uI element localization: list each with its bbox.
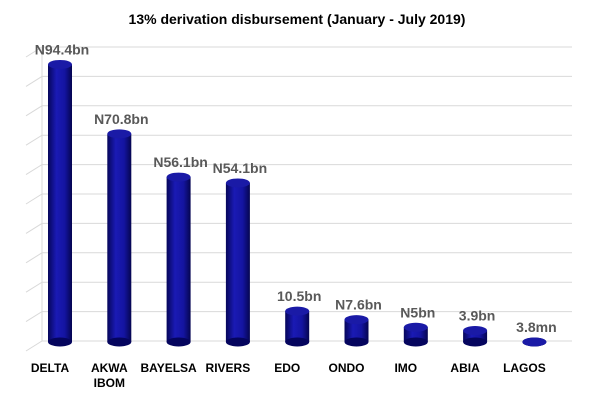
bars <box>48 59 547 347</box>
bar-lagos <box>522 337 547 347</box>
data-label: 3.9bn <box>459 308 496 324</box>
bar-edo <box>285 306 310 347</box>
category-tick-label: BAYELSA <box>140 361 197 375</box>
data-label: N7.6bn <box>335 297 382 313</box>
category-tick-label: ONDO <box>329 361 365 375</box>
category-tick-label: LAGOS <box>503 361 546 375</box>
data-label: N70.8bn <box>94 111 148 127</box>
gridline <box>25 75 572 87</box>
bar-rivers <box>225 178 250 347</box>
data-label: N54.1bn <box>213 160 267 176</box>
data-labels: N94.4bn N70.8bn N56.1bn N54.1bn 10.5bn N7.6bn… <box>35 41 557 335</box>
category-tick-label: IBOM <box>94 376 125 390</box>
category-tick-label: AKWA <box>91 361 128 375</box>
bar-ondo <box>344 315 369 347</box>
bar-bayelsa <box>166 172 191 347</box>
gridlines <box>25 46 572 352</box>
bar-imo <box>403 322 428 347</box>
data-label: 10.5bn <box>277 288 321 304</box>
chart-title: 13% derivation disbursement (January - J… <box>129 11 466 27</box>
bar-akwa-ibom <box>107 129 132 347</box>
category-tick-label: DELTA <box>31 361 70 375</box>
data-label: N56.1bn <box>153 154 207 170</box>
gridline <box>25 46 572 58</box>
category-tick-label: EDO <box>274 361 300 375</box>
data-label: N94.4bn <box>35 41 89 57</box>
category-tick-label: RIVERS <box>206 361 251 375</box>
bar-delta <box>48 59 72 347</box>
category-tick-label: IMO <box>394 361 417 375</box>
data-label: 3.8mn <box>516 319 556 335</box>
category-tick-label: ABIA <box>450 361 480 375</box>
bar-abia <box>463 326 488 347</box>
data-label: N5bn <box>400 304 435 320</box>
